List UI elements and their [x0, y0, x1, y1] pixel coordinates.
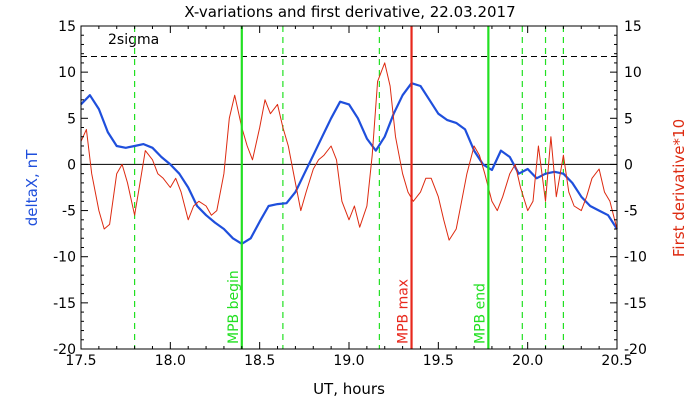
plot-area: 2sigma MPB begin MPB max MPB end -20 -20 -15 -1… [53, 19, 647, 369]
x-axis-label: UT, hours [313, 380, 385, 398]
y-tick-label-left: -10 [53, 250, 76, 266]
y-tick-label-right: -5 [624, 204, 638, 220]
y-tick-label-left: 15 [58, 19, 76, 35]
series-derivative-line [80, 62, 618, 241]
y-axis-label-right: First derivative*10 [670, 119, 688, 257]
marker-label: MPB begin [226, 270, 242, 344]
x-tick-label: 18.0 [155, 353, 186, 369]
x-tick-label: 20.0 [512, 353, 543, 369]
marker-label: MPB max [396, 279, 412, 344]
x-tick-label: 19.5 [423, 353, 454, 369]
y-tick-label-left: 5 [67, 111, 76, 127]
y-tick-label-left: 0 [67, 157, 76, 173]
x-tick-label: 20.5 [601, 353, 632, 369]
sigma-label: 2sigma [108, 32, 159, 48]
marker-label: MPB end [472, 283, 488, 344]
plot-frame [80, 25, 618, 350]
x-tick-label: 17.5 [65, 353, 96, 369]
y-tick-label-right: -20 [624, 342, 647, 358]
y-tick-label-right: -15 [624, 296, 647, 312]
y-tick-label-right: -10 [624, 250, 647, 266]
y-tick-label-left: 10 [58, 65, 76, 81]
y-tick-label-right: 0 [624, 157, 633, 173]
y-axis-label-left: deltaX, nT [23, 149, 41, 226]
x-tick-label: 19.0 [333, 353, 364, 369]
x-tick-label: 18.5 [244, 353, 275, 369]
series-deltaX-line [80, 82, 618, 245]
y-tick-label-left: -5 [62, 204, 76, 220]
y-tick-label-right: 10 [624, 65, 642, 81]
chart-title: X-variations and first derivative, 22.03… [184, 3, 515, 21]
y-tick-label-right: 15 [624, 19, 642, 35]
y-tick-label-left: -20 [53, 342, 76, 358]
y-tick-label-left: -15 [53, 296, 76, 312]
y-tick-label-right: 5 [624, 111, 633, 127]
